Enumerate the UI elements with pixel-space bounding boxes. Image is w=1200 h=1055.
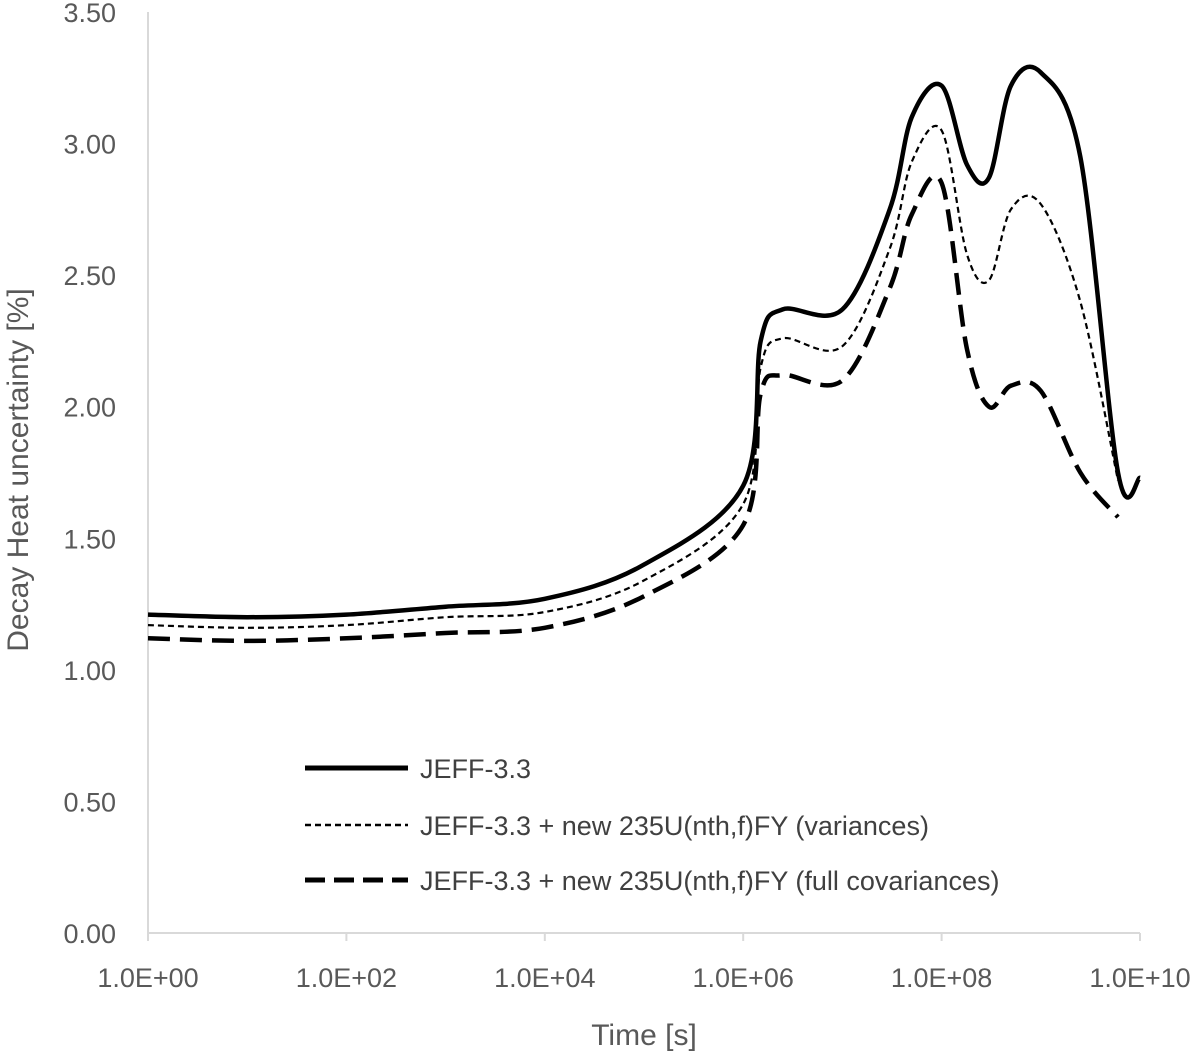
x-tick-label: 1.0E+08: [891, 963, 992, 993]
series-group: [147, 64, 1143, 644]
x-tick-label: 1.0E+06: [693, 963, 794, 993]
legend-label-jeff33: JEFF-3.3: [420, 754, 531, 784]
legend-label-full-covariances: JEFF-3.3 + new 235U(nth,f)FY (full covar…: [420, 866, 999, 896]
y-tick-label: 0.00: [63, 919, 116, 949]
x-tick-label: 1.0E+10: [1089, 963, 1190, 993]
y-tick-label: 2.50: [63, 261, 116, 291]
y-ticks: 0.00 0.50 1.00 1.50 2.00 2.50 3.00 3.50: [63, 0, 116, 949]
series-line-jeff33: [147, 64, 1143, 620]
plot-area: 1.0E+00 1.0E+02 1.0E+04 1.0E+06 1.0E+08 1.0E+…: [63, 0, 1190, 993]
y-tick-label: 3.50: [63, 0, 116, 28]
legend-label-variances: JEFF-3.3 + new 235U(nth,f)FY (variances): [420, 811, 929, 841]
x-tick-label: 1.0E+00: [97, 963, 198, 993]
x-ticks: 1.0E+00 1.0E+02 1.0E+04 1.0E+06 1.0E+08 1.0E+…: [97, 933, 1191, 993]
y-tick-label: 1.50: [63, 524, 116, 554]
y-tick-label: 0.50: [63, 787, 116, 817]
legend: JEFF-3.3 JEFF-3.3 + new 235U(nth,f)FY (v…: [305, 754, 999, 896]
legend-item-jeff33: JEFF-3.3: [305, 754, 531, 784]
y-axis-title: Decay Heat uncertainty [%]: [2, 288, 35, 652]
y-tick-label: 2.00: [63, 393, 116, 423]
x-tick-label: 1.0E+02: [296, 963, 397, 993]
legend-item-full-covariances: JEFF-3.3 + new 235U(nth,f)FY (full covar…: [305, 866, 999, 896]
y-tick-label: 3.00: [63, 130, 116, 160]
legend-item-variances: JEFF-3.3 + new 235U(nth,f)FY (variances): [305, 811, 929, 841]
y-tick-label: 1.00: [63, 656, 116, 686]
x-tick-label: 1.0E+04: [494, 963, 595, 993]
series-line-full-covariances: [147, 173, 1120, 644]
x-axis-title: Time [s]: [591, 1019, 697, 1052]
series-line-variances: [147, 124, 1120, 629]
